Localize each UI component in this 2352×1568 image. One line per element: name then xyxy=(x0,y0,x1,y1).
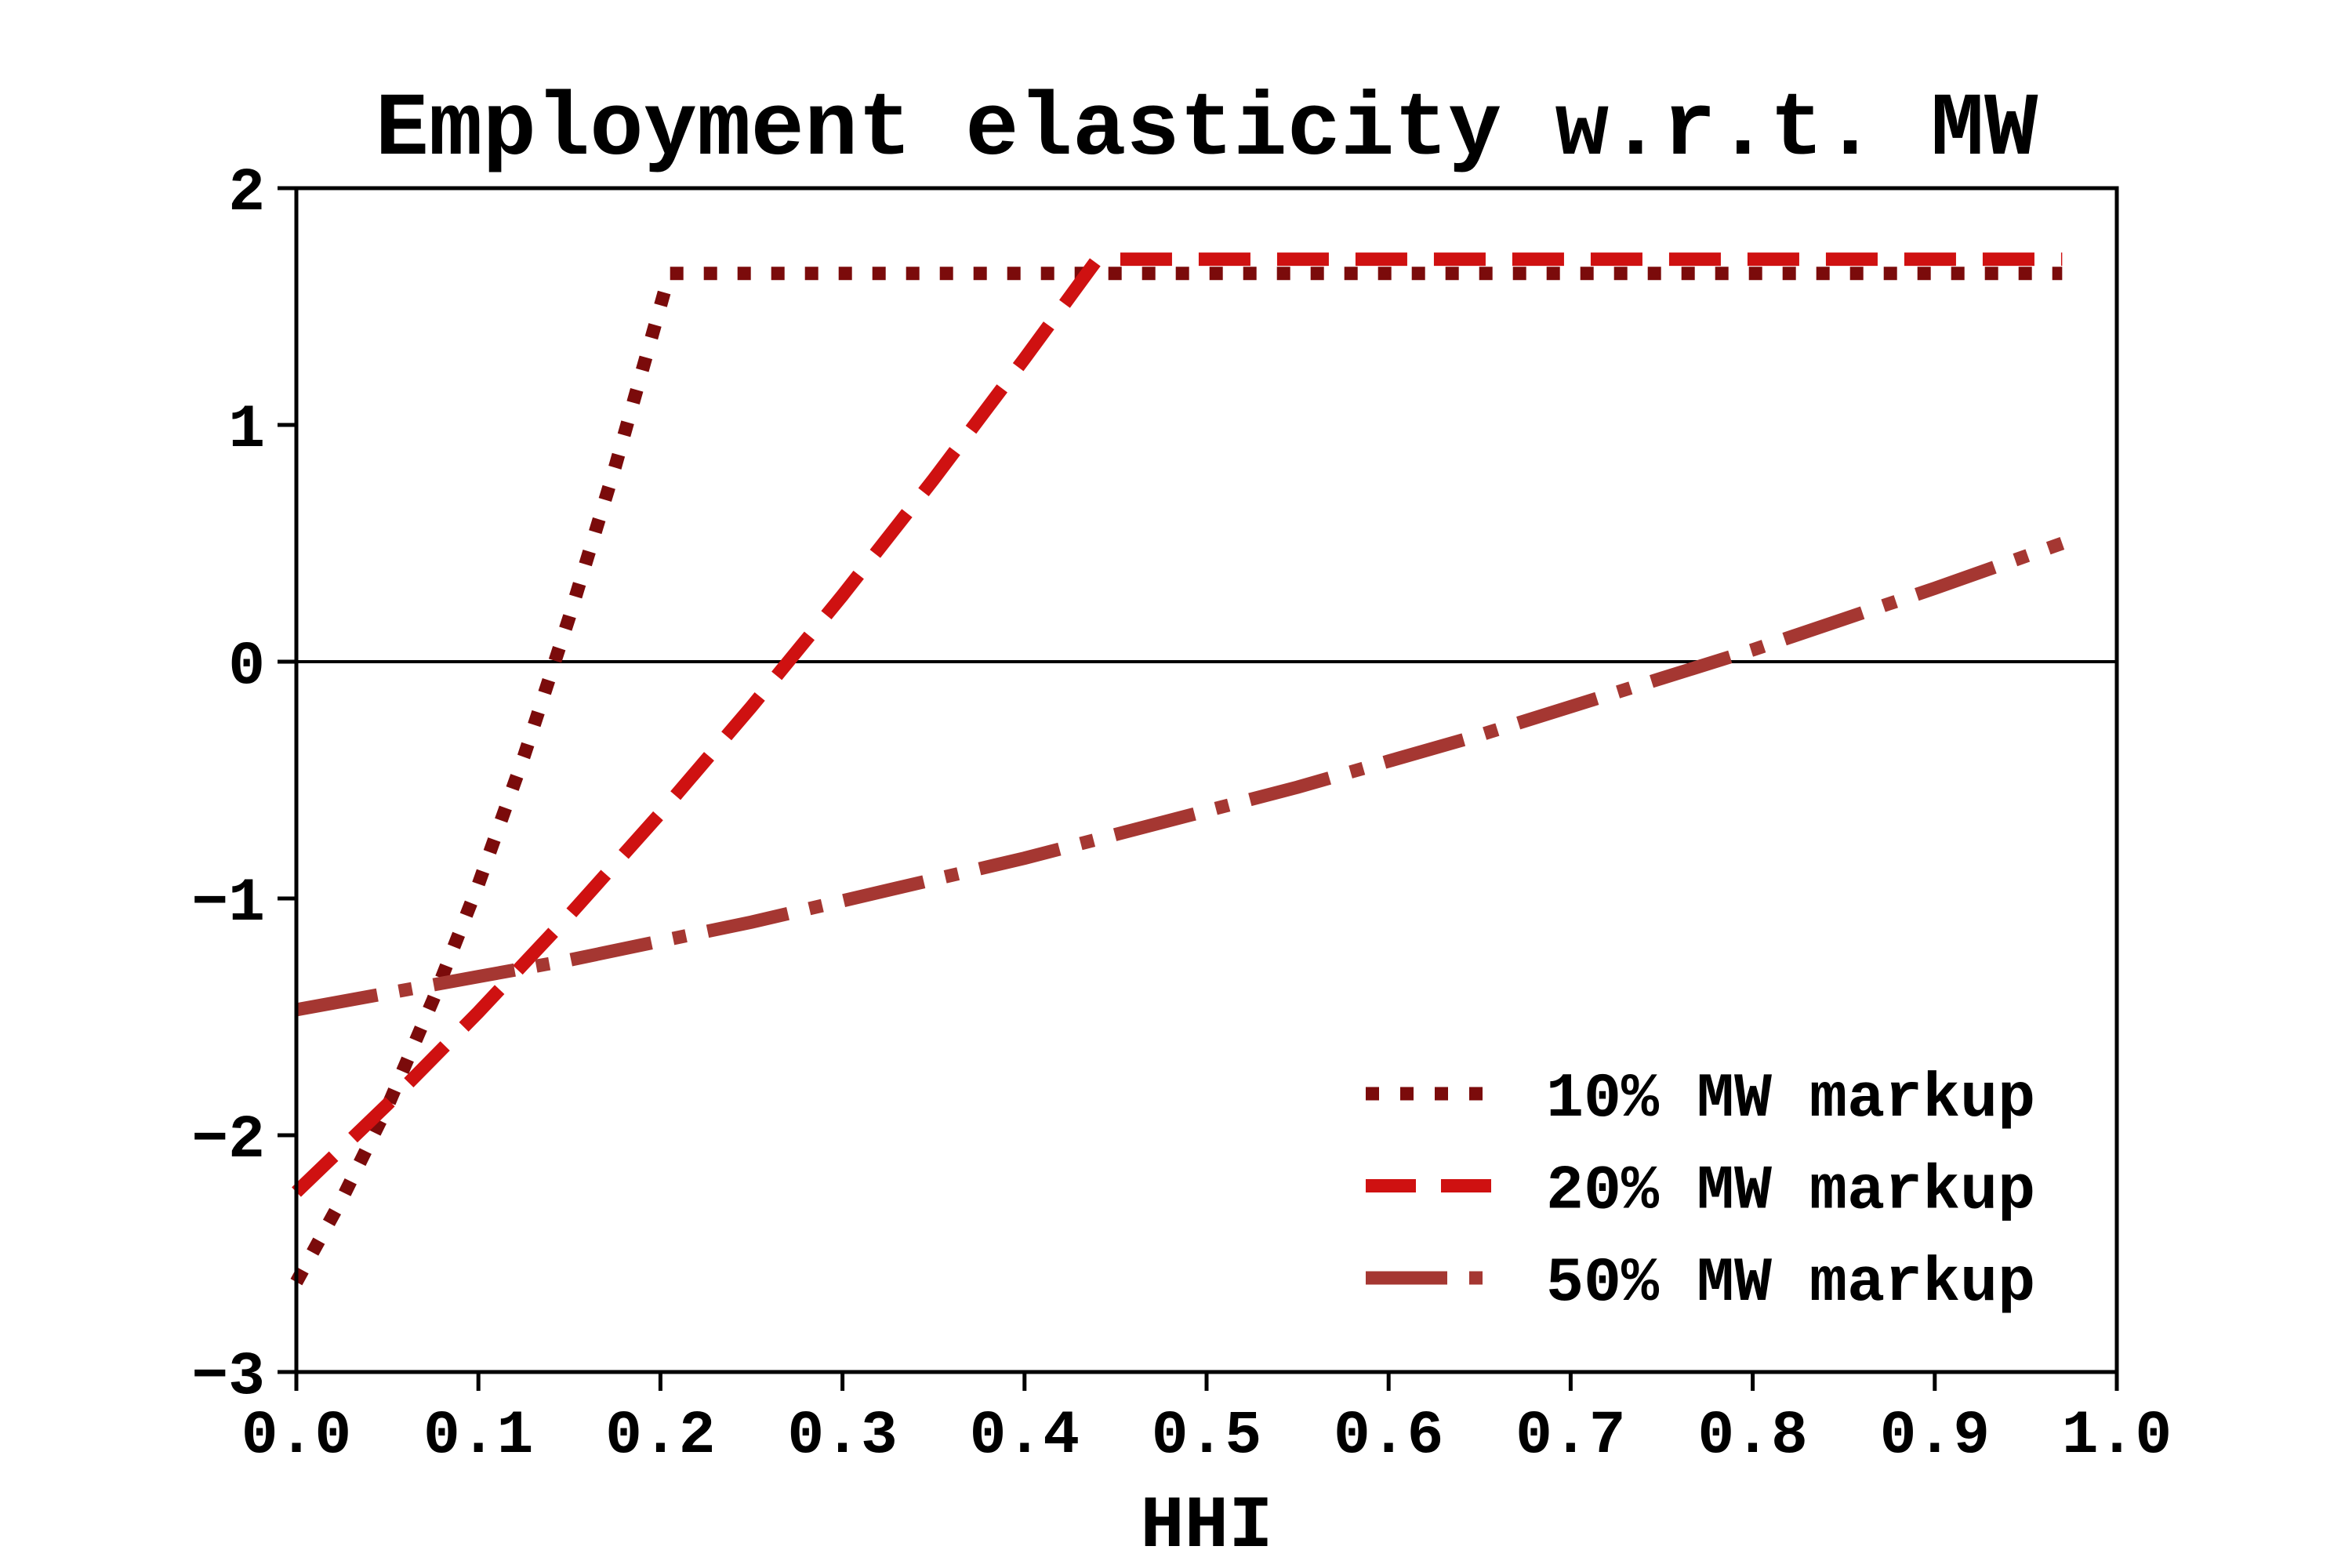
y-tick-label: −2 xyxy=(191,1106,265,1175)
x-tick-label: 0.0 xyxy=(241,1402,351,1471)
x-tick-label: 0.7 xyxy=(1515,1402,1625,1471)
x-tick-label: 0.4 xyxy=(970,1402,1080,1471)
series-line-2-dashed xyxy=(292,252,2063,1197)
legend-label: 20% MW markup xyxy=(1546,1156,2035,1228)
x-tick-label: 0.3 xyxy=(787,1402,897,1471)
y-tick-label: 0 xyxy=(228,633,265,702)
x-tick-label: 0.9 xyxy=(1880,1402,1990,1471)
y-tick-label: 1 xyxy=(228,396,265,465)
x-tick-label: 1.0 xyxy=(2062,1402,2172,1471)
x-tick-label: 0.8 xyxy=(1697,1402,1807,1471)
y-tick-label: −3 xyxy=(191,1343,265,1412)
y-tick-label: −1 xyxy=(191,869,265,938)
x-axis-label: HHI xyxy=(1140,1486,1272,1568)
series-line-3-dashdot xyxy=(295,536,2065,1017)
x-tick-label: 0.2 xyxy=(605,1402,715,1471)
legend-label: 50% MW markup xyxy=(1546,1248,2035,1319)
x-tick-label: 0.6 xyxy=(1334,1402,1443,1471)
y-tick-label: 2 xyxy=(228,159,265,228)
x-tick-label: 0.5 xyxy=(1152,1402,1261,1471)
x-tick-label: 0.1 xyxy=(423,1402,533,1471)
series-line-1-dotted xyxy=(290,267,2063,1286)
legend-label: 10% MW markup xyxy=(1546,1064,2035,1135)
chart-title: Employment elasticity w.r.t. MW xyxy=(376,80,2038,181)
